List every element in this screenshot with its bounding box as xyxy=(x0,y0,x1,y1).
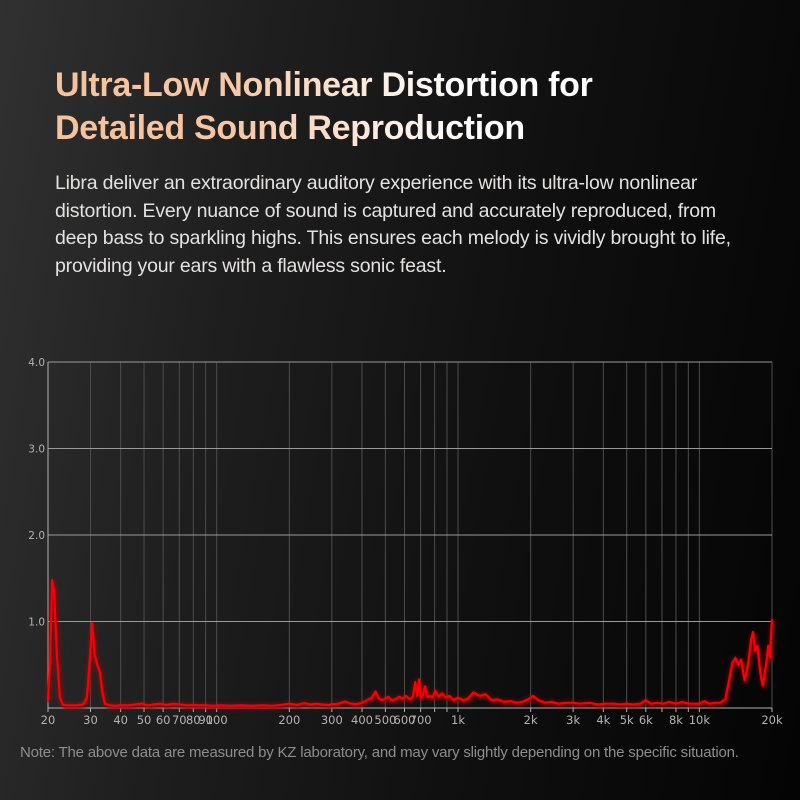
y-tick-label: 2.0 xyxy=(28,530,45,542)
chart-gridlines xyxy=(47,361,773,708)
x-tick-label: 1k xyxy=(451,713,465,727)
x-tick-label: 10k xyxy=(689,713,711,727)
x-tick-label: 4k xyxy=(596,713,610,727)
x-tick-label: 70 xyxy=(172,713,187,727)
x-tick-label: 2k xyxy=(524,713,538,727)
x-tick-label: 600 xyxy=(394,713,416,727)
x-tick-label: 5k xyxy=(620,713,634,727)
x-tick-label: 300 xyxy=(321,713,343,727)
x-tick-label: 400 xyxy=(351,713,373,727)
x-tick-label: 200 xyxy=(278,713,300,727)
x-tick-label: 40 xyxy=(113,713,128,727)
thd-curve xyxy=(46,578,774,707)
page-title: Ultra-Low Nonlinear Distortion for Detai… xyxy=(55,64,593,150)
distortion-chart: 20 30 40 50 60 70 80 90 100 200 300 400 500 600 700 1k 2… xyxy=(0,338,800,738)
x-tick-label: 60 xyxy=(156,713,171,727)
y-tick-label: 3.0 xyxy=(28,444,45,456)
x-tick-label: 50 xyxy=(137,713,152,727)
x-tick-label: 90 xyxy=(198,713,213,727)
x-tick-label: 8k xyxy=(669,713,683,727)
x-tick-label: 6k xyxy=(639,713,653,727)
footnote: Note: The above data are measured by KZ … xyxy=(20,744,739,761)
x-tick-label: 80 xyxy=(186,713,201,727)
y-tick-label: 4.0 xyxy=(28,357,45,369)
intro-paragraph: Libra deliver an extraordinary auditory … xyxy=(55,172,731,277)
x-tick-label: 100 xyxy=(206,713,228,727)
x-tick-label: 3k xyxy=(566,713,580,727)
x-tick-label: 20 xyxy=(41,713,56,727)
x-tick-label: 500 xyxy=(374,713,396,727)
y-tick-label: 1.0 xyxy=(28,617,45,629)
x-tick-label: 700 xyxy=(410,713,432,727)
page-title-line-2: Detailed Sound Reproduction xyxy=(55,109,525,147)
chart-axes xyxy=(47,362,773,712)
x-tick-label: 30 xyxy=(83,713,98,727)
page-title-line-1: Ultra-Low Nonlinear Distortion for xyxy=(55,66,593,104)
x-tick-label: 20k xyxy=(761,713,783,727)
